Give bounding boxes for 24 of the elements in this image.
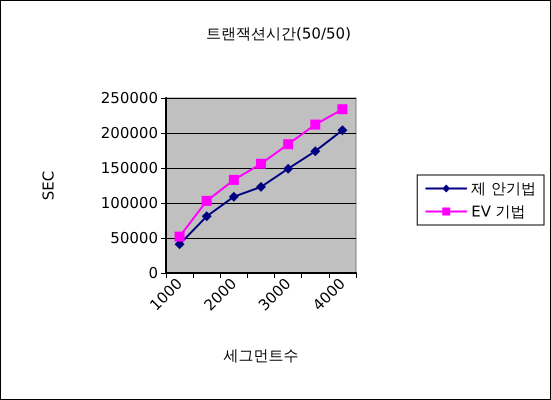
point <box>283 164 294 174</box>
chart-title: 트랜잭션시간(50/50) <box>206 24 351 42</box>
point <box>337 104 348 114</box>
point <box>202 196 212 206</box>
y-tick-label: 200000 <box>100 124 158 142</box>
y-tick-label: 250000 <box>100 89 158 107</box>
y-tick-label: 0 <box>148 264 158 282</box>
point <box>228 192 239 202</box>
point <box>202 211 212 222</box>
point <box>310 120 320 130</box>
y-axis-title: SEC <box>40 170 58 200</box>
y-tick-label: 100000 <box>100 194 158 212</box>
x-axis-title: 세그먼트수 <box>224 346 298 364</box>
point <box>283 139 294 150</box>
point <box>310 146 320 156</box>
legend-label: 제 안기법 <box>471 180 536 198</box>
point <box>337 125 348 136</box>
point <box>174 232 185 242</box>
legend-label: EV 기법 <box>471 202 526 220</box>
point <box>256 158 266 169</box>
point <box>256 182 266 192</box>
point <box>228 174 239 185</box>
y-tick-label: 50000 <box>110 229 158 247</box>
y-tick-label: 150000 <box>100 159 158 177</box>
